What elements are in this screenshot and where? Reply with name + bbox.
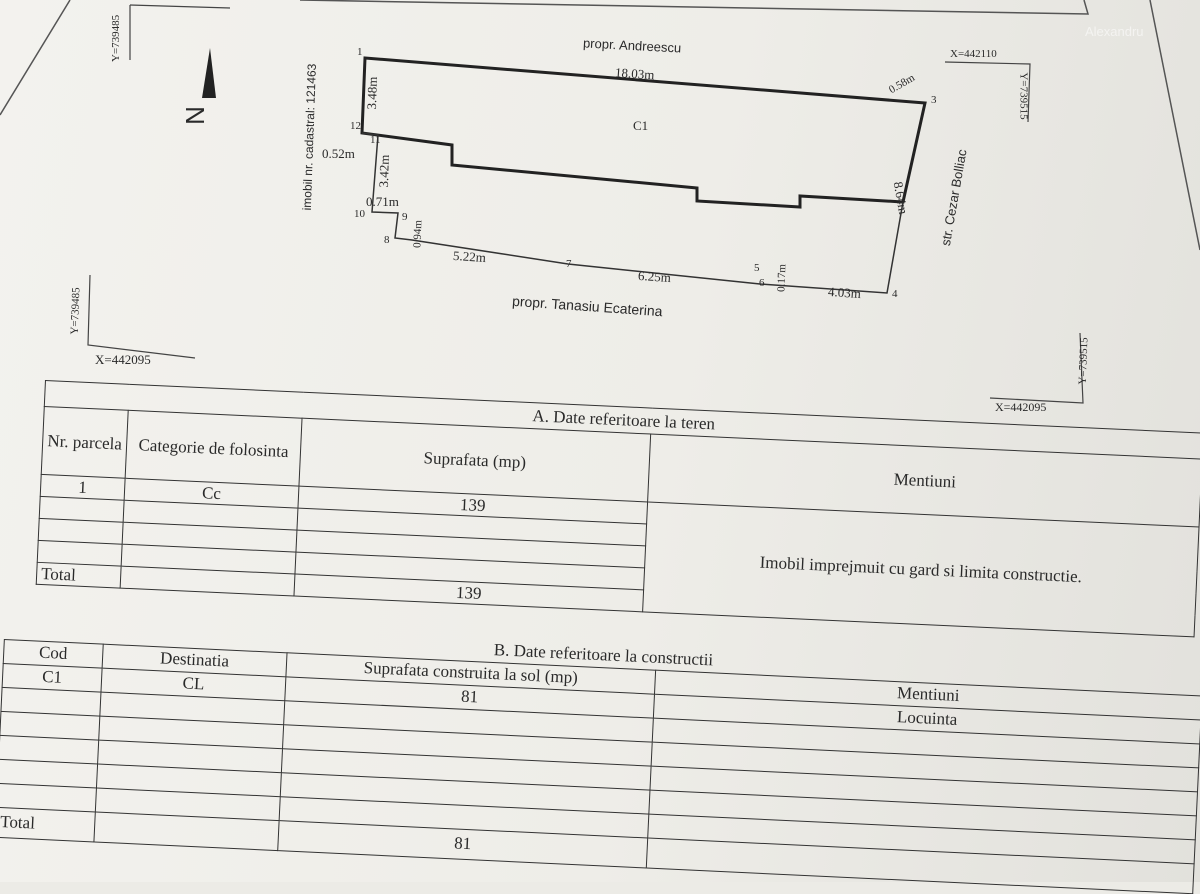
dimension-label: 6.25m bbox=[637, 267, 672, 286]
coord-marker bbox=[944, 61, 1031, 123]
dimension-label: 3.42m bbox=[375, 154, 393, 188]
building-c1-outline bbox=[360, 56, 927, 209]
coord-top-right-x: X=442110 bbox=[950, 48, 997, 60]
point-label: 5 bbox=[754, 262, 760, 274]
total-label: Total bbox=[0, 806, 96, 842]
frame-line bbox=[299, 0, 1089, 15]
dimension-label: 18.03m bbox=[614, 64, 655, 83]
point-label: 4 bbox=[892, 288, 898, 300]
dimension-label: 0.17m bbox=[775, 263, 789, 293]
north-label: N bbox=[179, 106, 210, 125]
coord-bottom-left-x: X=442095 bbox=[95, 352, 151, 367]
sheet-edge bbox=[1149, 0, 1200, 251]
coord-top-left-y: Y=739485 bbox=[110, 14, 122, 62]
header-nr-parcela: Nr. parcela bbox=[41, 406, 129, 479]
point-label: 6 bbox=[759, 277, 765, 289]
coord-bottom-right-y: Y=739515 bbox=[1076, 337, 1091, 385]
point-label: 9 bbox=[402, 211, 408, 223]
coord-marker bbox=[87, 274, 196, 359]
coord-marker bbox=[989, 332, 1084, 404]
sheet-edge bbox=[0, 0, 71, 116]
point-label: 7 bbox=[566, 258, 572, 270]
point-label: 11 bbox=[370, 134, 381, 146]
dimension-label: 3.48m bbox=[363, 76, 381, 110]
coord-bottom-right-x: X=442095 bbox=[995, 400, 1047, 414]
point-label: 12 bbox=[350, 120, 361, 132]
parcel-boundary bbox=[361, 132, 904, 294]
coord-top-right-y: Y=739515 bbox=[1017, 72, 1030, 120]
north-arrow-icon bbox=[202, 48, 216, 98]
dimension-label: 0.71m bbox=[366, 194, 399, 209]
dimension-label: 0.94m bbox=[411, 219, 425, 249]
point-label: 3 bbox=[931, 94, 937, 106]
coord-bottom-left-y: Y=739485 bbox=[68, 287, 83, 335]
total-label: Total bbox=[36, 562, 122, 589]
dimension-label: 0.52m bbox=[322, 146, 355, 161]
building-label: C1 bbox=[633, 118, 649, 133]
coord-marker bbox=[129, 4, 231, 9]
dimension-label: 5.22m bbox=[452, 247, 487, 266]
point-label: 8 bbox=[384, 234, 390, 246]
point-label: 10 bbox=[354, 208, 365, 220]
watermark: Alexandru bbox=[1085, 24, 1144, 39]
point-label: 1 bbox=[357, 46, 363, 58]
header-categorie: Categorie de folosinta bbox=[125, 410, 303, 487]
dimension-label: 4.03m bbox=[827, 283, 862, 302]
